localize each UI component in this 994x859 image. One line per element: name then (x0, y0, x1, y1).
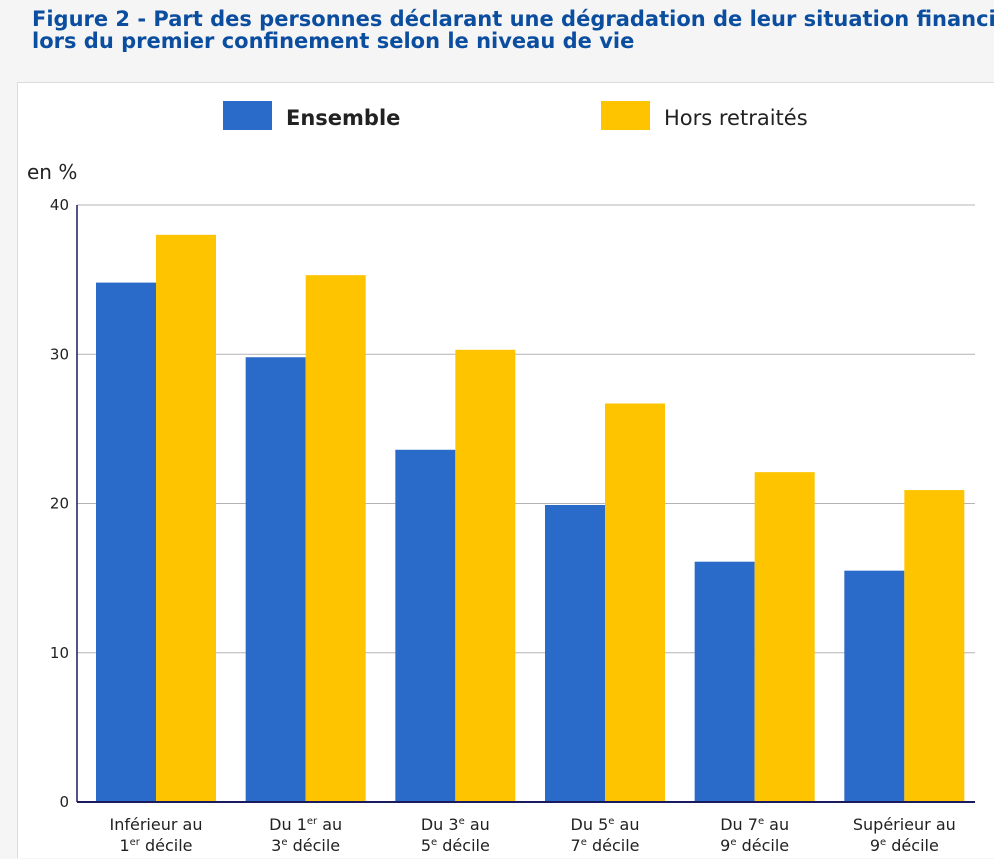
bar-ensemble-1 (245, 357, 306, 802)
bar-hors-retraites-3 (605, 403, 665, 802)
axes (76, 205, 975, 803)
chart-title-line-2: lors du premier confinement selon le niv… (32, 29, 635, 52)
bar-ensemble-0 (96, 282, 156, 802)
bar-ensemble-3 (545, 504, 605, 802)
y-tick-label-3: 30 (50, 345, 69, 363)
x-tick-label-3: Du 5e au 7e décile (571, 815, 640, 855)
legend-swatch-0 (223, 101, 272, 130)
y-tick-label-4: 40 (50, 196, 69, 214)
legend: Ensemble Hors retraités (223, 101, 808, 130)
legend-label-1: Hors retraités (664, 106, 808, 130)
bar-chart: Ensemble Hors retraités en % 0 10 20 30 40 In… (27, 101, 975, 855)
x-axis-labels: Inférieur au 1er décile Du 1er au 3e décile… (110, 815, 956, 855)
legend-swatch-1 (601, 101, 650, 130)
x-tick-label-4: Du 7e au 9e décile (720, 815, 789, 855)
bar-hors-retraites-0 (156, 234, 216, 803)
y-axis-ticks: 0 10 20 30 40 (50, 196, 69, 811)
x-tick-label-1: Du 1er au 3e décile (269, 815, 342, 855)
bar-ensemble-5 (844, 570, 905, 802)
legend-label-0: Ensemble (286, 106, 400, 130)
y-tick-label-2: 20 (50, 495, 69, 513)
bar-hors-retraites-2 (455, 349, 516, 802)
chart-title-line-1: Figure 2 - Part des personnes déclarant … (32, 8, 994, 31)
x-tick-label-5: Supérieur au 9e décile (853, 815, 956, 855)
bars (96, 234, 965, 803)
bar-hors-retraites-4 (754, 472, 815, 802)
bar-ensemble-4 (694, 561, 755, 802)
grid-lines (77, 204, 975, 654)
chart-panel: Ensemble Hors retraités en % 0 10 20 30 40 In… (17, 82, 994, 858)
bar-ensemble-2 (395, 449, 456, 802)
bar-hors-retraites-5 (904, 490, 965, 802)
x-tick-label-0: Inférieur au 1er décile (110, 815, 203, 855)
bar-hors-retraites-1 (305, 275, 366, 802)
y-axis-unit-label: en % (27, 160, 77, 184)
chart-title: Figure 2 - Part des personnes déclarant … (32, 8, 994, 52)
y-tick-label-0: 0 (59, 793, 69, 811)
y-tick-label-1: 10 (50, 644, 69, 662)
x-tick-label-2: Du 3e au 5e décile (421, 815, 490, 855)
